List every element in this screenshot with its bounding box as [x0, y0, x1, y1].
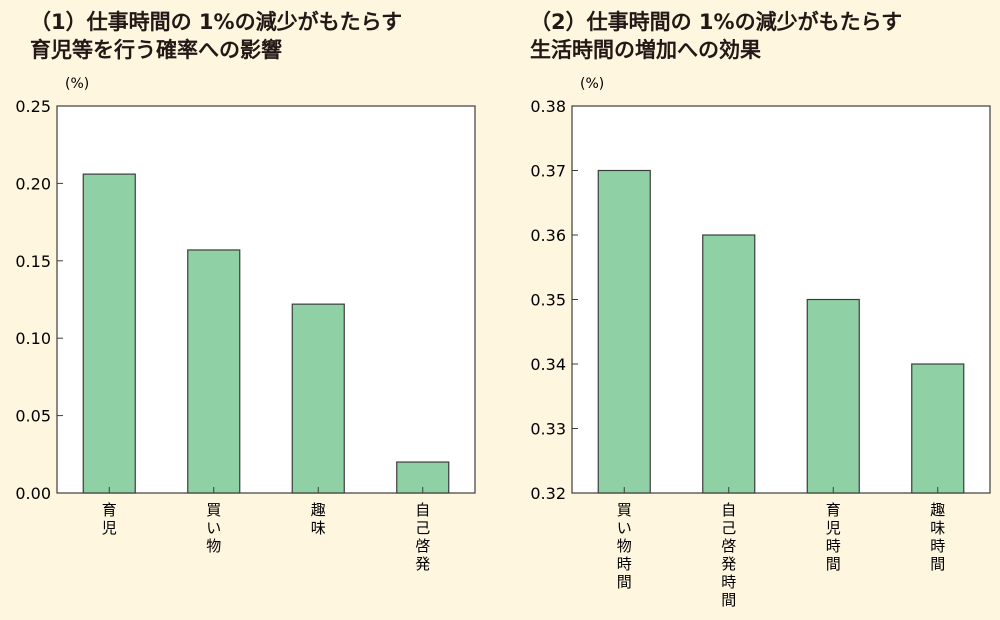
bar — [911, 363, 965, 494]
y-tick-label: 0.35 — [530, 291, 566, 310]
chart-panel-1: （1）仕事時間の 1%の減少がもたらす 育児等を行う確率への影響 (%) 0.00… — [15, 10, 476, 573]
bar — [291, 303, 345, 494]
y-tick-label: 0.15 — [15, 252, 51, 271]
x-tick-label: 自己啓発 — [415, 501, 430, 573]
y-tick-label: 0.38 — [530, 97, 566, 116]
y-tick-label: 0.05 — [15, 407, 51, 426]
unit-label: (%) — [580, 76, 604, 92]
x-tick-label: 育児 — [102, 501, 117, 537]
bar-chart: (%) 0.00 0.05 0.10 0.15 0.20 0.25 育児 買い物 趣味 自己啓発 — [15, 76, 476, 573]
bar — [597, 169, 651, 494]
x-tick-label: 自己啓発時間 — [721, 501, 736, 609]
y-tick-label: 0.34 — [530, 355, 566, 374]
unit-label: (%) — [65, 76, 89, 92]
chart-title: （1）仕事時間の 1%の減少がもたらす 育児等を行う確率への影響 — [30, 10, 403, 62]
bar — [806, 298, 860, 494]
y-tick-label: 0.10 — [15, 329, 51, 348]
y-tick-label: 0.32 — [530, 484, 566, 503]
bar — [702, 234, 756, 494]
x-tick-label: 育児時間 — [826, 501, 841, 573]
bar — [187, 249, 241, 494]
y-tick-label: 0.37 — [530, 162, 566, 181]
x-tick-label: 趣味時間 — [930, 501, 945, 573]
bar-chart: (%) 0.32 0.33 0.34 0.35 0.36 0.37 0.38 買い物時間 自己啓発… — [530, 76, 991, 609]
x-tick-label: 買い物 — [206, 501, 221, 555]
y-tick-label: 0.33 — [530, 420, 566, 439]
bar — [82, 173, 136, 494]
x-tick-label: 趣味 — [311, 501, 326, 537]
y-tick-label: 0.25 — [15, 97, 51, 116]
chart-title: （2）仕事時間の 1%の減少がもたらす 生活時間の増加への効果 — [530, 10, 903, 62]
y-tick-label: 0.36 — [530, 226, 566, 245]
x-tick-label: 買い物時間 — [617, 501, 632, 591]
chart-panel-2: （2）仕事時間の 1%の減少がもたらす 生活時間の増加への効果 (%) 0.32 0… — [500, 0, 1000, 620]
y-tick-label: 0.20 — [15, 174, 51, 193]
y-tick-label: 0.00 — [15, 484, 51, 503]
